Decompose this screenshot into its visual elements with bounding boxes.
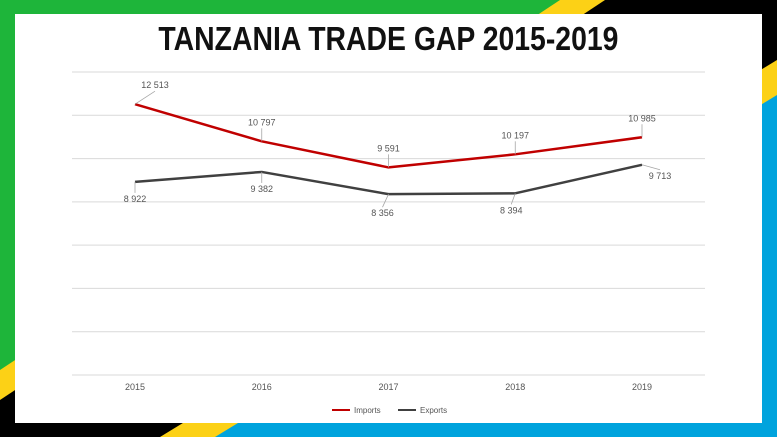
gridlines bbox=[72, 71, 705, 376]
data-label-exports: 9 382 bbox=[250, 184, 273, 194]
data-label-leader bbox=[641, 164, 661, 171]
data-label-exports: 8 922 bbox=[124, 194, 147, 204]
x-tick-label: 2019 bbox=[632, 382, 652, 392]
chart-card bbox=[15, 14, 762, 423]
x-tick-label: 2015 bbox=[125, 382, 145, 392]
legend-label-imports: Imports bbox=[354, 406, 381, 415]
x-axis-ticks: 2015 2016 2017 2018 2019 bbox=[125, 382, 652, 392]
x-tick-label: 2016 bbox=[252, 382, 272, 392]
data-label-leader bbox=[382, 193, 389, 208]
data-label-imports: 10 797 bbox=[248, 117, 276, 127]
legend: Imports Exports bbox=[332, 406, 447, 415]
data-label-exports: 8 394 bbox=[500, 205, 523, 215]
data-label-exports: 8 356 bbox=[371, 208, 394, 218]
legend-label-exports: Exports bbox=[420, 406, 447, 415]
data-label-imports: 10 197 bbox=[501, 130, 529, 140]
x-tick-label: 2017 bbox=[378, 382, 398, 392]
series-line-exports bbox=[134, 163, 643, 196]
data-label-imports: 10 985 bbox=[628, 113, 656, 123]
data-label-leader bbox=[134, 90, 156, 105]
x-tick-label: 2018 bbox=[505, 382, 525, 392]
chart-title: TANZANIA TRADE GAP 2015-2019 bbox=[158, 20, 619, 57]
data-labels: 12 513 10 797 9 591 10 197 10 985 8 922 9 382 8… bbox=[124, 80, 672, 218]
data-label-leader bbox=[510, 193, 516, 205]
data-label-imports: 12 513 bbox=[141, 80, 169, 90]
data-label-exports: 9 713 bbox=[649, 171, 672, 181]
data-label-imports: 9 591 bbox=[377, 143, 400, 153]
